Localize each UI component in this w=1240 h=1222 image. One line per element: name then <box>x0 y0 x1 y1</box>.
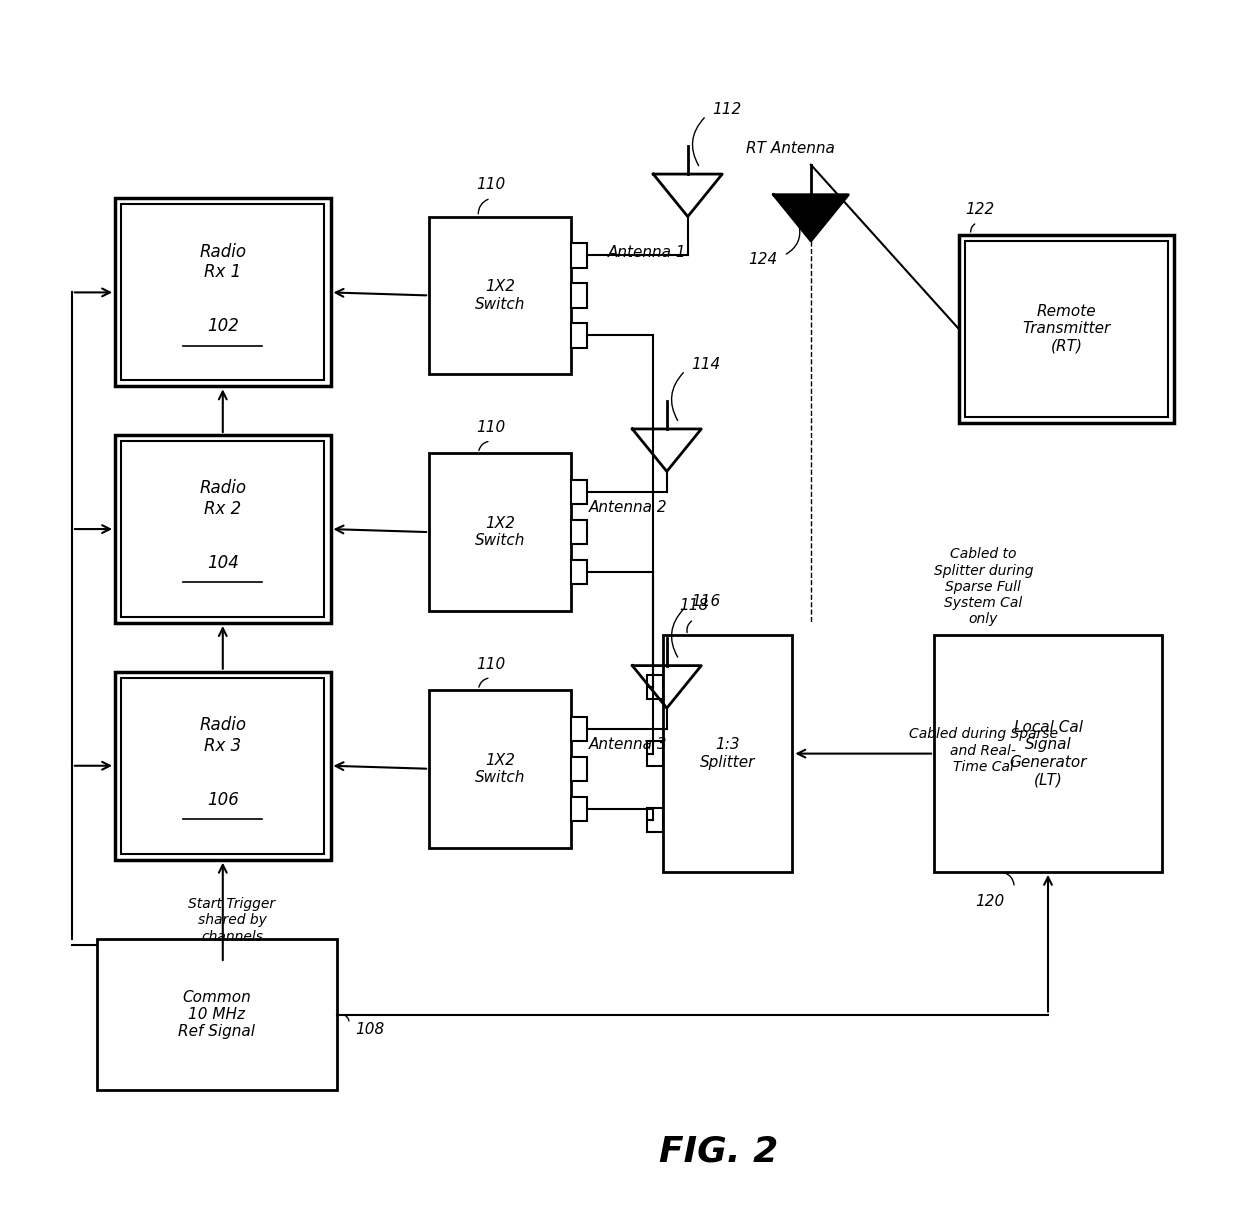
FancyBboxPatch shape <box>429 453 570 611</box>
Text: Common
10 MHz
Ref Signal: Common 10 MHz Ref Signal <box>179 990 255 1040</box>
FancyBboxPatch shape <box>647 808 663 832</box>
FancyBboxPatch shape <box>570 521 587 544</box>
Text: 102: 102 <box>207 318 239 335</box>
Text: Remote
Transmitter
(RT): Remote Transmitter (RT) <box>1022 304 1111 353</box>
Text: Antenna 1: Antenna 1 <box>608 246 686 260</box>
Text: 1X2
Switch: 1X2 Switch <box>475 753 525 785</box>
Polygon shape <box>774 194 848 241</box>
Text: 110: 110 <box>476 420 506 435</box>
FancyBboxPatch shape <box>934 635 1162 873</box>
Text: 118: 118 <box>680 599 708 613</box>
FancyBboxPatch shape <box>429 216 570 374</box>
FancyBboxPatch shape <box>647 742 663 766</box>
Text: Radio
Rx 2: Radio Rx 2 <box>200 479 247 518</box>
Text: 106: 106 <box>207 791 239 809</box>
Text: 120: 120 <box>975 893 1004 909</box>
FancyBboxPatch shape <box>115 198 331 386</box>
Text: 110: 110 <box>476 177 506 192</box>
Text: Radio
Rx 3: Radio Rx 3 <box>200 716 247 755</box>
Text: Cabled to
Splitter during
Sparse Full
System Cal
only: Cabled to Splitter during Sparse Full Sy… <box>934 547 1033 626</box>
FancyBboxPatch shape <box>570 480 587 505</box>
Text: RT Antenna: RT Antenna <box>745 141 835 156</box>
FancyBboxPatch shape <box>115 435 331 623</box>
Text: Start Trigger
shared by
channels: Start Trigger shared by channels <box>188 897 275 943</box>
Text: 116: 116 <box>692 594 720 609</box>
Text: FIG. 2: FIG. 2 <box>658 1134 779 1168</box>
Text: Cabled during Sparse
and Real-
Time Cal: Cabled during Sparse and Real- Time Cal <box>909 727 1058 774</box>
FancyBboxPatch shape <box>570 560 587 584</box>
FancyBboxPatch shape <box>570 284 587 308</box>
Text: 1X2
Switch: 1X2 Switch <box>475 280 525 312</box>
Text: 104: 104 <box>207 554 239 572</box>
FancyBboxPatch shape <box>429 690 570 848</box>
FancyBboxPatch shape <box>647 675 663 699</box>
FancyBboxPatch shape <box>570 243 587 268</box>
FancyBboxPatch shape <box>570 324 587 347</box>
Text: Radio
Rx 1: Radio Rx 1 <box>200 243 247 281</box>
FancyBboxPatch shape <box>115 672 331 860</box>
Text: Antenna 2: Antenna 2 <box>589 500 668 516</box>
FancyBboxPatch shape <box>570 716 587 741</box>
Text: 1X2
Switch: 1X2 Switch <box>475 516 525 549</box>
Text: 114: 114 <box>692 357 720 373</box>
Text: 124: 124 <box>749 252 777 266</box>
FancyBboxPatch shape <box>570 756 587 781</box>
Text: 110: 110 <box>476 656 506 672</box>
Text: 122: 122 <box>965 202 994 216</box>
Text: Antenna 3: Antenna 3 <box>589 737 668 752</box>
Text: 1:3
Splitter: 1:3 Splitter <box>701 737 755 770</box>
Text: 108: 108 <box>355 1023 384 1037</box>
Text: Local Cal
Signal
Generator
(LT): Local Cal Signal Generator (LT) <box>1009 720 1086 787</box>
Text: 112: 112 <box>712 103 742 117</box>
FancyBboxPatch shape <box>663 635 792 873</box>
FancyBboxPatch shape <box>570 797 587 821</box>
FancyBboxPatch shape <box>97 938 337 1090</box>
FancyBboxPatch shape <box>959 235 1174 423</box>
